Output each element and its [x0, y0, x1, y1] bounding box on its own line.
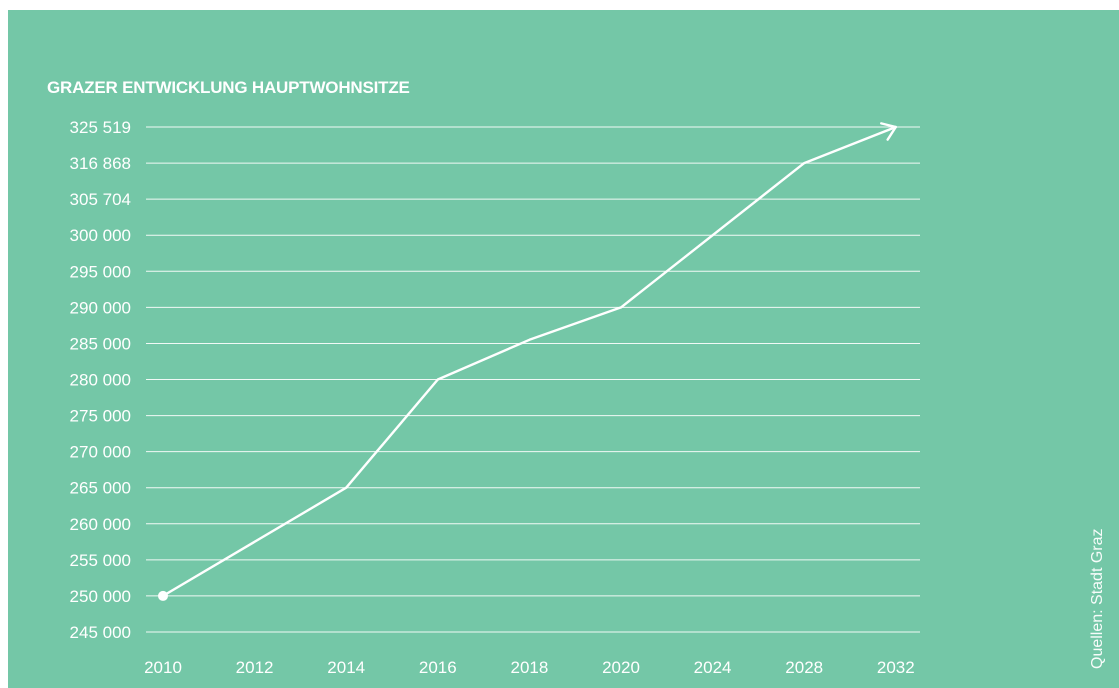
y-tick-label: 285 000 [70, 334, 131, 353]
series-line [161, 125, 897, 598]
y-tick-label: 325 519 [70, 118, 131, 137]
y-tick-label: 275 000 [70, 407, 131, 426]
y-tick-label: 270 000 [70, 443, 131, 462]
y-tick-label: 300 000 [70, 226, 131, 245]
x-tick-label: 2016 [419, 658, 457, 677]
x-tick-label: 2012 [236, 658, 274, 677]
y-axis-tick-labels: 245 000 250 000 255 000 260 000 265 000 270 0… [70, 118, 131, 642]
y-tick-label: 265 000 [70, 479, 131, 498]
x-tick-label: 2020 [602, 658, 640, 677]
x-axis-tick-labels: 2010 2012 2014 2016 2018 2020 2024 2028 2032 [144, 658, 915, 677]
chart-panel [8, 10, 1119, 688]
x-tick-label: 2028 [785, 658, 823, 677]
y-tick-label: 295 000 [70, 262, 131, 281]
y-tick-label: 250 000 [70, 587, 131, 606]
source-note: Quellen: Stadt Graz [1089, 528, 1106, 669]
series-layer [158, 122, 897, 601]
y-tick-label: 255 000 [70, 551, 131, 570]
x-tick-label: 2014 [327, 658, 365, 677]
x-tick-label: 2032 [877, 658, 915, 677]
y-tick-label: 260 000 [70, 515, 131, 534]
y-tick-label: 305 704 [70, 190, 131, 209]
y-tick-label: 316 868 [70, 154, 131, 173]
grid-lines [146, 126, 920, 633]
x-tick-label: 2010 [144, 658, 182, 677]
x-tick-label: 2018 [510, 658, 548, 677]
x-tick-label: 2024 [694, 658, 732, 677]
y-tick-label: 280 000 [70, 371, 131, 390]
start-dot-marker [158, 590, 168, 601]
y-tick-label: 245 000 [70, 623, 131, 642]
chart-title: GRAZER ENTWICKLUNG HAUPTWOHNSITZE [47, 78, 410, 97]
end-arrow-marker [880, 122, 897, 141]
y-tick-label: 290 000 [70, 298, 131, 317]
